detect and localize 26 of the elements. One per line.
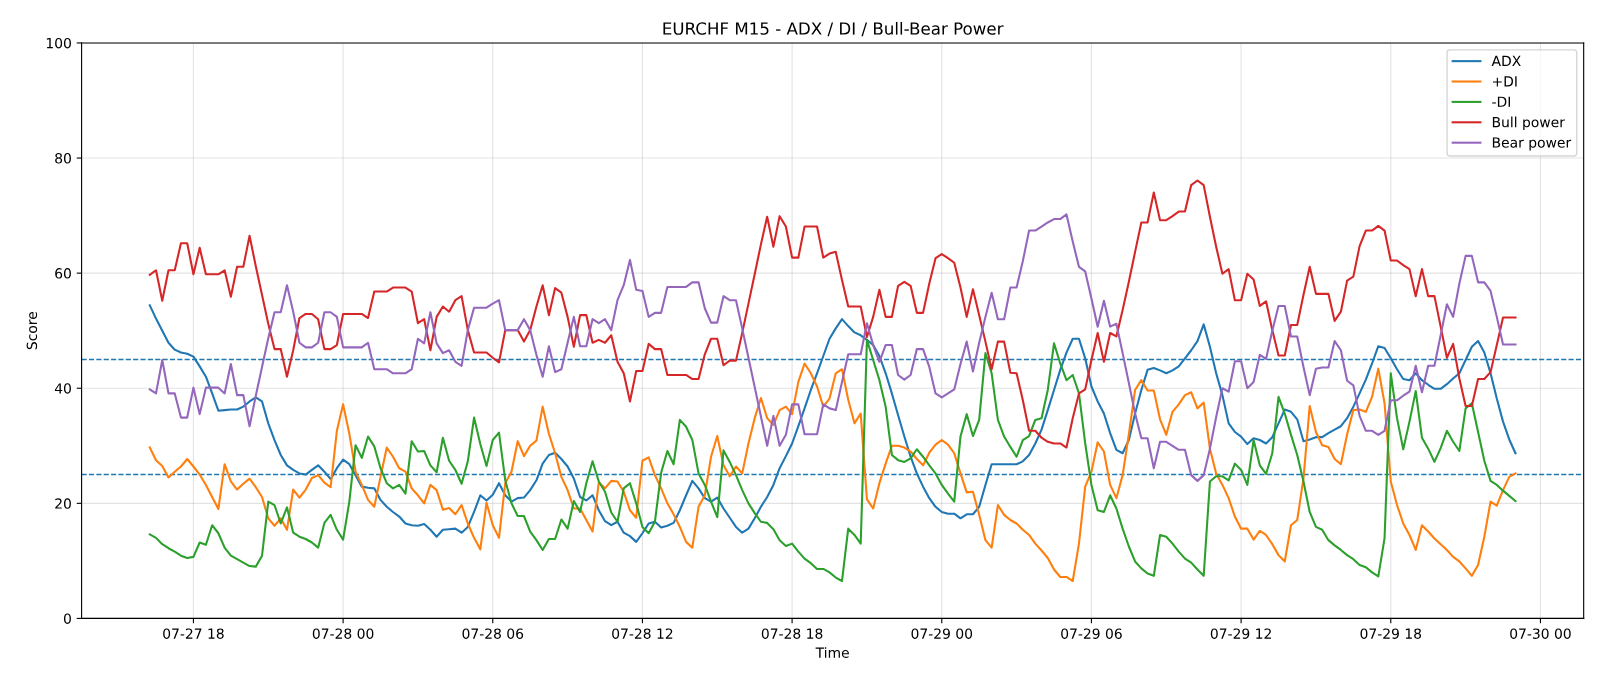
x-tick-label: 07-28 00	[312, 628, 374, 639]
x-tick-label: 07-30 00	[1510, 628, 1571, 639]
x-tick-label: 07-28 06	[462, 628, 524, 639]
x-tick-label: 07-28 12	[612, 628, 673, 639]
line-series	[148, 179, 1517, 449]
x-tick-label: 07-29 00	[911, 628, 973, 639]
y-tick-label: 20	[55, 498, 71, 509]
x-tick-label: 07-29 12	[1210, 628, 1271, 639]
legend-label: -DI	[1492, 96, 1510, 107]
chart-title: EURCHF M15 - ADX / DI / Bull-Bear Power	[663, 21, 1004, 37]
y-tick-label: 0	[63, 613, 71, 624]
x-tick-label: 07-29 06	[1061, 628, 1122, 639]
legend-label: Bull power	[1492, 116, 1565, 131]
x-tick-label: 07-27 18	[163, 628, 224, 639]
legend-label: ADX	[1491, 55, 1521, 66]
y-tick-label: 40	[54, 383, 71, 394]
x-axis-title: Time	[815, 647, 849, 658]
x-tick-label: 07-29 18	[1360, 628, 1422, 639]
y-axis-title: Score	[26, 311, 38, 350]
y-tick-label: 80	[55, 153, 71, 164]
y-tick-label: 100	[46, 37, 71, 49]
line-series	[148, 213, 1517, 482]
legend-label: +DI	[1493, 76, 1517, 87]
y-tick-label: 60	[55, 268, 71, 279]
x-tick-label: 07-28 18	[761, 628, 823, 639]
legend-label: Bear power	[1492, 137, 1572, 151]
